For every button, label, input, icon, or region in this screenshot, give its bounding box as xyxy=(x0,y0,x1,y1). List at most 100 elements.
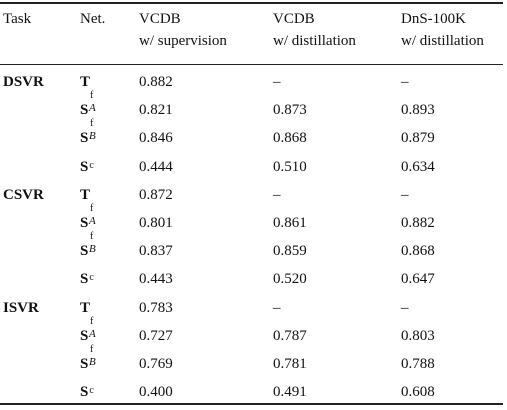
header-col1-line2: w/ supervision xyxy=(139,33,227,49)
table-row: Sc 0.444 0.510 0.634 xyxy=(0,153,507,181)
network-label: Sc xyxy=(80,153,94,183)
network-symbol: S xyxy=(80,271,89,288)
task-label: ISVR xyxy=(3,299,39,316)
network-label: Sc xyxy=(80,265,94,295)
header-dns-distillation: DnS-100K w/ distillation xyxy=(401,8,484,52)
value-vcdb-supervision: 0.801 xyxy=(139,215,173,231)
header-rule xyxy=(0,64,503,65)
value-vcdb-supervision: 0.400 xyxy=(139,384,173,401)
network-symbol: S xyxy=(80,102,89,119)
header-net: Net. xyxy=(80,11,106,27)
value-vcdb-distillation: 0.491 xyxy=(273,384,307,401)
value-dns-distillation: – xyxy=(401,299,409,316)
network-symbol: S xyxy=(80,356,89,372)
header-col2-line1: VCDB xyxy=(273,11,315,27)
network-label: Sc xyxy=(80,378,94,408)
network-symbol: S xyxy=(80,158,89,175)
value-vcdb-distillation: 0.781 xyxy=(273,356,307,372)
network-superscript: f xyxy=(90,118,94,130)
value-vcdb-distillation: 0.868 xyxy=(273,130,307,147)
task-label: DSVR xyxy=(3,74,44,90)
table-row: DSVR T 0.882 – – xyxy=(0,68,507,96)
network-label: T xyxy=(80,74,91,90)
value-dns-distillation: 0.647 xyxy=(401,271,435,288)
header-col3-line1: DnS-100K xyxy=(401,11,467,27)
value-vcdb-distillation: – xyxy=(273,299,281,316)
network-subscript: A xyxy=(89,215,96,227)
value-vcdb-supervision: 0.882 xyxy=(139,74,173,90)
value-dns-distillation: – xyxy=(401,74,409,90)
value-dns-distillation: 0.608 xyxy=(401,384,435,401)
network-label: T xyxy=(80,186,91,203)
network-subscript: A xyxy=(89,102,96,115)
table-row: CSVR T 0.872 – – xyxy=(0,181,507,209)
value-vcdb-supervision: 0.872 xyxy=(139,186,173,203)
network-label: T xyxy=(80,299,91,316)
value-dns-distillation: 0.882 xyxy=(401,215,435,231)
network-subscript: B xyxy=(89,356,96,368)
value-vcdb-supervision: 0.846 xyxy=(139,130,173,147)
value-dns-distillation: 0.868 xyxy=(401,243,435,260)
header-col1-line1: VCDB xyxy=(139,11,181,27)
network-superscript: f xyxy=(90,203,94,214)
network-superscript: f xyxy=(90,315,94,327)
header-task: Task xyxy=(3,11,32,27)
value-vcdb-distillation: – xyxy=(273,186,281,203)
value-vcdb-distillation: 0.859 xyxy=(273,243,307,260)
network-symbol: S xyxy=(80,215,89,231)
value-dns-distillation: 0.893 xyxy=(401,102,435,119)
network-subscript: B xyxy=(89,243,96,256)
header-vcdb-supervision: VCDB w/ supervision xyxy=(139,8,227,52)
value-vcdb-distillation: 0.787 xyxy=(273,327,307,344)
network-superscript: c xyxy=(89,159,94,171)
header-col2-line2: w/ distillation xyxy=(273,33,356,49)
value-dns-distillation: – xyxy=(401,186,409,203)
header-col3-line2: w/ distillation xyxy=(401,33,484,49)
value-vcdb-supervision: 0.769 xyxy=(139,356,173,372)
network-symbol: S xyxy=(80,130,89,147)
value-vcdb-supervision: 0.783 xyxy=(139,299,173,316)
network-symbol: S xyxy=(80,384,89,401)
header-vcdb-distillation: VCDB w/ distillation xyxy=(273,8,356,52)
network-superscript: f xyxy=(90,344,94,355)
network-superscript: f xyxy=(90,90,94,102)
table-row: Sc 0.443 0.520 0.647 xyxy=(0,265,507,293)
value-vcdb-supervision: 0.837 xyxy=(139,243,173,260)
value-vcdb-distillation: 0.861 xyxy=(273,215,307,231)
network-superscript: c xyxy=(89,272,94,284)
value-dns-distillation: 0.634 xyxy=(401,158,435,175)
value-dns-distillation: 0.803 xyxy=(401,327,435,344)
value-vcdb-supervision: 0.444 xyxy=(139,158,173,175)
top-rule xyxy=(0,2,503,4)
value-vcdb-distillation: 0.510 xyxy=(273,158,307,175)
network-subscript: B xyxy=(89,130,96,143)
network-subscript: A xyxy=(89,327,96,340)
network-symbol: S xyxy=(80,327,89,344)
value-dns-distillation: 0.788 xyxy=(401,356,435,372)
value-vcdb-supervision: 0.821 xyxy=(139,102,173,119)
task-label: CSVR xyxy=(3,186,44,203)
network-symbol: S xyxy=(80,243,89,260)
table-row: ISVR T 0.783 – – xyxy=(0,294,507,322)
value-vcdb-supervision: 0.727 xyxy=(139,327,173,344)
value-vcdb-distillation: 0.520 xyxy=(273,271,307,288)
network-superscript: f xyxy=(90,231,94,243)
bottom-rule xyxy=(0,403,503,405)
value-vcdb-supervision: 0.443 xyxy=(139,271,173,288)
value-vcdb-distillation: – xyxy=(273,74,281,90)
network-superscript: c xyxy=(89,385,94,397)
table-row: Sc 0.400 0.491 0.608 xyxy=(0,378,507,406)
